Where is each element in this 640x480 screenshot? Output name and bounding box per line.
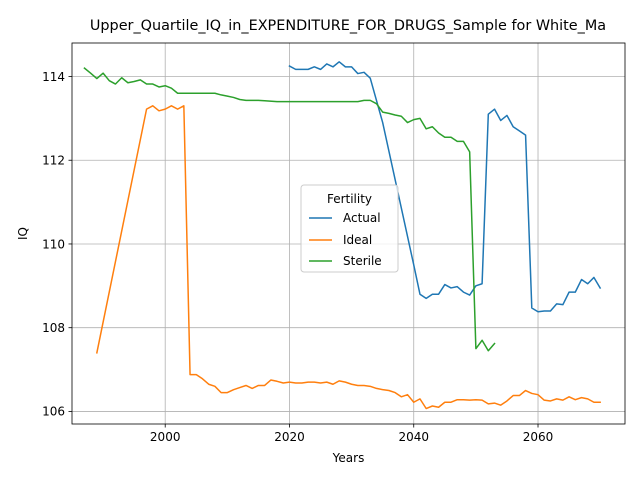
plot-frame (71, 42, 626, 425)
y-tick-label: 106 (42, 405, 65, 419)
y-tick-label: 108 (42, 321, 65, 335)
y-axis-label: IQ (16, 227, 30, 240)
legend: Fertility Actual Ideal Sterile (300, 184, 399, 273)
x-tick-label: 2000 (150, 430, 181, 444)
y-tick-label: 110 (42, 237, 65, 251)
y-tick-label: 114 (42, 70, 65, 84)
legend-label-ideal: Ideal (343, 233, 372, 247)
series-line-actual (288, 61, 602, 313)
legend-label-sterile: Sterile (343, 254, 382, 268)
y-tick-label: 112 (42, 154, 65, 168)
x-tick-label: 2020 (274, 430, 305, 444)
legend-box (300, 184, 399, 273)
legend-title: Fertility (327, 192, 372, 206)
x-tick-label: 2040 (398, 430, 429, 444)
series-line-sterile (83, 67, 496, 352)
chart-title: Upper_Quartile_IQ_in_EXPENDITURE_FOR_DRU… (90, 18, 606, 34)
grid (72, 43, 625, 424)
legend-label-actual: Actual (343, 211, 381, 225)
series-line-ideal (95, 105, 601, 410)
series-lines (83, 61, 602, 410)
axis-ticks: 2000 2020 2040 2060 106 108 110 112 114 (42, 70, 553, 444)
x-axis-label: Years (332, 451, 365, 465)
x-tick-label: 2060 (523, 430, 554, 444)
